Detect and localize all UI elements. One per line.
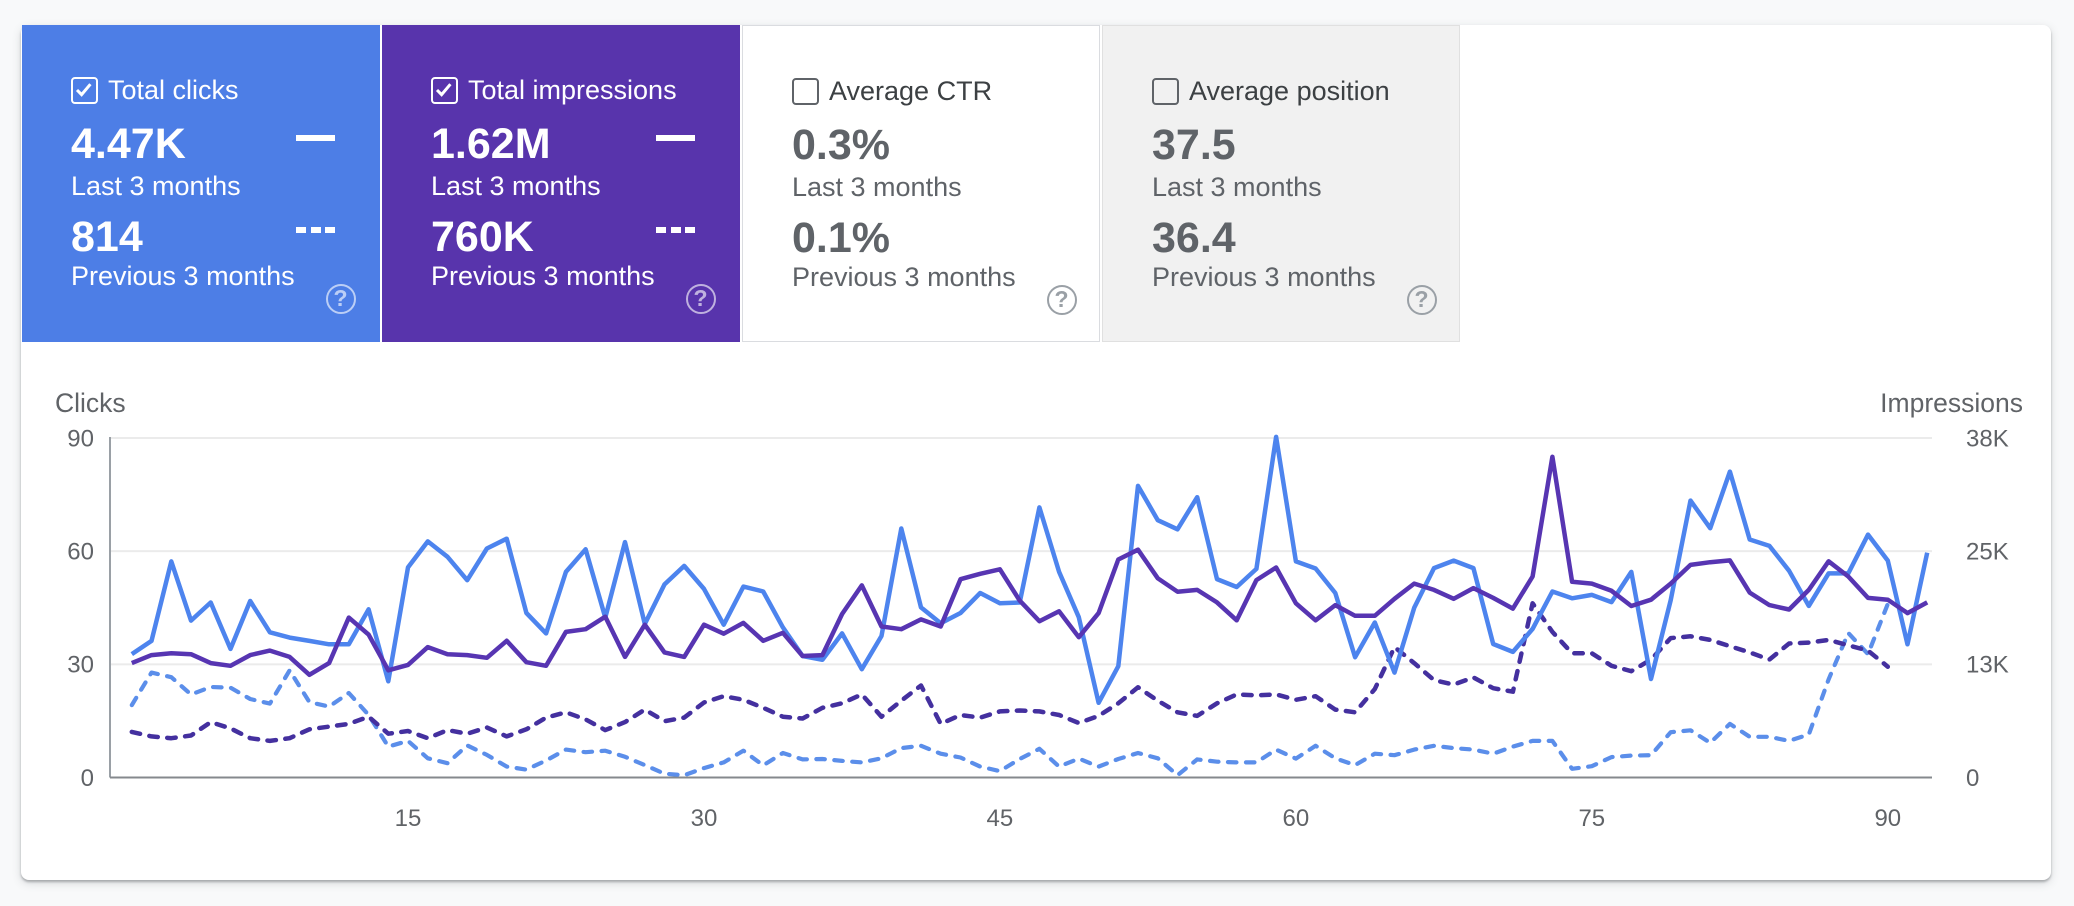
svg-text:45: 45 xyxy=(987,805,1014,832)
svg-text:30: 30 xyxy=(691,805,718,832)
svg-text:60: 60 xyxy=(1283,805,1310,832)
svg-text:Impressions: Impressions xyxy=(1880,388,2023,418)
svg-text:90: 90 xyxy=(1874,805,1901,832)
svg-text:13K: 13K xyxy=(1966,652,2009,679)
svg-text:25K: 25K xyxy=(1966,539,2009,566)
svg-text:30: 30 xyxy=(67,652,94,679)
svg-text:Clicks: Clicks xyxy=(55,388,126,418)
svg-text:0: 0 xyxy=(81,765,94,792)
svg-text:90: 90 xyxy=(67,425,94,452)
svg-text:0: 0 xyxy=(1966,765,1979,792)
svg-text:75: 75 xyxy=(1578,805,1605,832)
svg-text:38K: 38K xyxy=(1966,425,2009,452)
svg-text:60: 60 xyxy=(67,539,94,566)
svg-text:15: 15 xyxy=(395,805,422,832)
